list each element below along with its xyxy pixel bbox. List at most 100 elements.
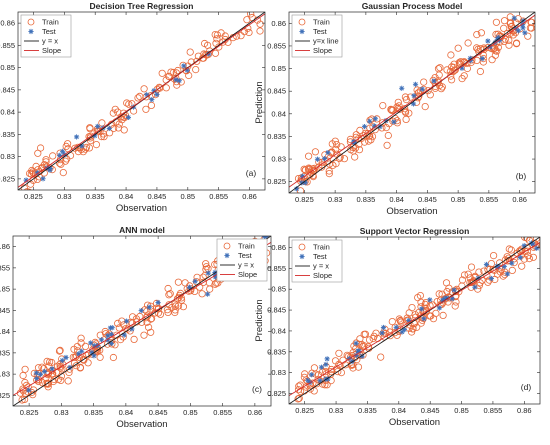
- train-point: [143, 318, 151, 326]
- test-point: [63, 354, 69, 361]
- y-tick-label: 0.825: [267, 177, 286, 186]
- slope-line: [289, 14, 535, 188]
- legend-box: [291, 14, 343, 58]
- train-point: [193, 57, 201, 65]
- train-point: [512, 39, 521, 47]
- test-point: [511, 15, 517, 21]
- y-tick-label: 0.83: [0, 152, 15, 161]
- test-point: [427, 297, 433, 303]
- train-point: [352, 131, 360, 139]
- x-tick-label: 0.845: [149, 408, 168, 417]
- train-point: [171, 306, 179, 314]
- y-tick-label: 0.855: [0, 41, 15, 50]
- train-point: [315, 158, 323, 166]
- train-point: [365, 137, 373, 145]
- train-point: [447, 76, 456, 84]
- test-point: [349, 358, 355, 365]
- x-tick-label: 0.825: [295, 195, 314, 204]
- train-point: [34, 149, 42, 157]
- train-point: [247, 12, 255, 18]
- train-point: [525, 255, 534, 263]
- y-tick-label: 0.855: [0, 263, 10, 272]
- x-tick-label: 0.85: [451, 195, 466, 204]
- train-point: [452, 298, 460, 306]
- train-point: [84, 359, 92, 367]
- test-point: [88, 340, 94, 346]
- test-point: [410, 101, 417, 107]
- train-point: [156, 310, 164, 318]
- test-point: [91, 353, 97, 359]
- test-point: [109, 325, 115, 331]
- train-point: [114, 108, 122, 116]
- train-point: [369, 123, 377, 131]
- train-point: [426, 91, 434, 99]
- train-point: [476, 67, 484, 76]
- test-point: [419, 86, 425, 92]
- panel-label: (c): [252, 384, 262, 394]
- train-point: [181, 279, 189, 287]
- train-point: [421, 103, 429, 111]
- train-point: [202, 263, 210, 271]
- train-point: [367, 136, 375, 144]
- test-point: [108, 331, 114, 337]
- test-point: [367, 118, 373, 124]
- test-point: [98, 337, 105, 343]
- train-point: [79, 148, 87, 156]
- x-tick-label: 0.84: [392, 406, 407, 415]
- train-point: [42, 158, 50, 166]
- train-point: [327, 365, 335, 374]
- train-point: [167, 68, 175, 76]
- train-point: [164, 308, 172, 316]
- train-point: [162, 84, 170, 92]
- y-tick-label: 0.845: [0, 306, 10, 315]
- train-point: [59, 169, 67, 177]
- train-point: [72, 362, 80, 370]
- test-point: [483, 261, 490, 268]
- train-point: [213, 31, 221, 39]
- train-point: [245, 28, 253, 37]
- identity-line: [289, 237, 540, 404]
- x-tick-label: 0.86: [512, 195, 527, 204]
- train-point: [460, 271, 469, 279]
- y-axis-label: Prediction: [254, 299, 265, 341]
- train-point: [335, 349, 343, 357]
- train-point: [523, 237, 531, 242]
- test-point: [37, 371, 44, 377]
- train-point: [457, 58, 465, 66]
- x-tick-label: 0.855: [484, 406, 503, 415]
- test-point: [73, 134, 80, 140]
- train-point: [77, 334, 85, 342]
- train-point: [115, 324, 123, 332]
- train-point: [153, 299, 161, 307]
- train-point: [358, 342, 367, 351]
- x-tick-label: 0.845: [418, 195, 437, 204]
- train-point: [28, 168, 37, 176]
- train-point: [407, 328, 416, 336]
- train-point: [140, 85, 148, 93]
- train-point: [475, 268, 483, 276]
- train-point: [19, 371, 27, 380]
- test-point: [47, 167, 53, 173]
- train-point: [18, 396, 26, 404]
- x-tick-label: 0.84: [389, 195, 404, 204]
- slope-line: [289, 242, 540, 397]
- train-point: [86, 134, 94, 142]
- train-point: [360, 342, 368, 350]
- test-point: [42, 368, 48, 375]
- train-point: [71, 353, 79, 361]
- panel-1: 0.825 0.83 0.835 0.84 0.845 0.85 0.855 0.86 0.82…: [0, 1, 266, 214]
- train-point: [192, 66, 200, 74]
- train-point: [477, 29, 485, 37]
- train-point: [305, 165, 314, 173]
- train-point: [294, 395, 302, 403]
- train-point: [435, 290, 443, 298]
- train-point: [202, 260, 210, 268]
- train-point: [155, 83, 163, 91]
- train-point: [73, 342, 81, 351]
- train-point: [420, 78, 428, 86]
- train-point: [438, 290, 446, 298]
- test-point: [393, 324, 399, 330]
- train-point: [130, 335, 138, 343]
- test-point: [186, 284, 193, 290]
